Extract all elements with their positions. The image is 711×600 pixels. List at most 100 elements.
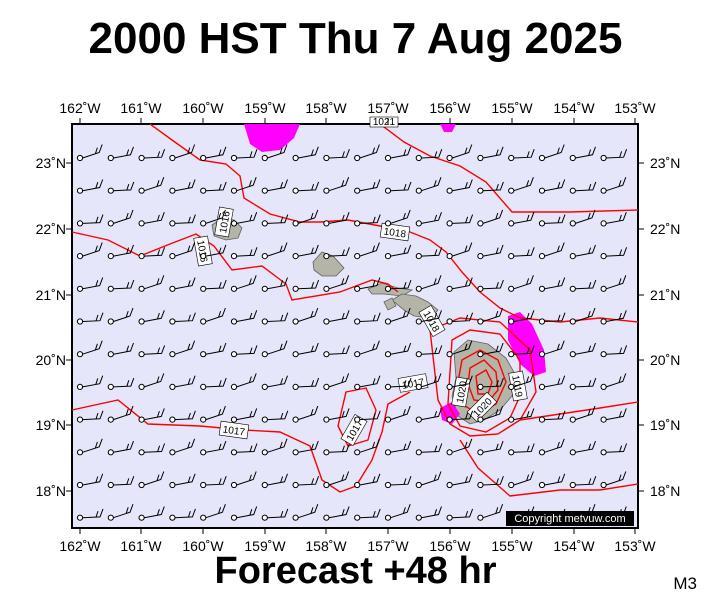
wind-barb-icon — [384, 307, 411, 325]
wind-barb-icon — [446, 144, 473, 162]
wind-barb-icon — [600, 247, 628, 260]
lon-label: 159˚W — [244, 538, 286, 554]
wind-barb-icon — [76, 375, 104, 390]
lat-label: 18˚N — [650, 483, 680, 499]
wind-barb-icon — [569, 405, 596, 423]
wind-barb-icon — [323, 177, 350, 194]
wind-barb-icon — [384, 440, 412, 456]
lon-label: 157˚W — [367, 538, 409, 554]
lat-label: 20˚N — [36, 352, 66, 368]
lat-labels-right: 23˚N 22˚N 21˚N 20˚N 19˚N 18˚N — [650, 155, 680, 499]
lon-label: 156˚W — [429, 100, 471, 116]
isobar-1017 — [71, 391, 411, 493]
wind-barb-icon — [569, 476, 597, 489]
wind-barb-icon — [508, 345, 535, 358]
wind-barb-icon — [600, 212, 627, 227]
wind-barb-icon — [354, 144, 380, 162]
wind-barb-icon — [107, 244, 134, 260]
lon-labels-top: 162˚W 161˚W 160˚W 159˚W 158˚W 157˚W 156˚… — [59, 100, 656, 116]
wind-barb-icon — [384, 244, 412, 260]
wind-barb-icon — [415, 373, 442, 390]
wind-barb-icon — [446, 242, 473, 260]
wind-barb-icon — [230, 471, 257, 489]
wind-barb-icon — [384, 181, 412, 194]
wind-barb-icon — [415, 471, 442, 489]
wind-barb-icon — [446, 438, 473, 456]
wind-barb-icon — [446, 473, 473, 489]
wind-barb-icon — [107, 181, 135, 194]
wind-barb-icon — [569, 307, 596, 325]
wind-barb-icon — [169, 179, 196, 194]
wind-barb-icon — [538, 340, 565, 358]
wind-barb-icon — [169, 340, 196, 358]
wind-barb-icon — [292, 181, 320, 194]
wind-barb-icon — [292, 405, 319, 423]
wind-barb-icon — [261, 473, 288, 489]
wind-barb-icon — [538, 438, 565, 456]
lat-label: 18˚N — [36, 483, 66, 499]
wind-barb-icon — [200, 476, 227, 489]
wind-barb-icon — [292, 146, 319, 162]
wind-barb-icon — [446, 214, 474, 227]
wind-barb-icon — [107, 504, 134, 521]
wind-barb-icon — [292, 440, 319, 456]
wind-barb-icon — [323, 310, 350, 325]
wind-barb-icon — [230, 212, 258, 227]
wind-barb-icon — [76, 473, 104, 489]
wind-barb-icon — [569, 279, 597, 292]
wind-barb-icon — [569, 440, 596, 456]
wind-barb-icon — [323, 373, 350, 390]
wind-barb-icon — [230, 345, 258, 358]
wind-barb-icon — [107, 440, 134, 456]
wind-barb-icon — [292, 504, 319, 521]
wind-barb-icon — [323, 149, 350, 162]
wind-barb-icon — [200, 342, 227, 358]
wind-barb-icon — [508, 373, 534, 390]
wind-barb-icon — [292, 342, 319, 358]
lon-label: 154˚W — [553, 100, 595, 116]
isobar-1017-loop — [337, 387, 377, 447]
wind-barb-icon — [477, 181, 504, 194]
wind-barb-icon — [446, 340, 473, 358]
frame-ticks — [66, 118, 644, 534]
wind-barb-icon — [230, 506, 258, 521]
wind-barb-icon — [600, 310, 627, 325]
wind-barb-icon — [538, 277, 566, 292]
wind-barb-icon — [538, 242, 565, 260]
lat-label: 23˚N — [650, 155, 680, 171]
wind-barb-icon — [415, 506, 442, 521]
wind-barb-icon — [477, 377, 504, 390]
wind-barb-icon — [446, 508, 474, 521]
wind-barb-icon — [415, 310, 442, 325]
wind-barb-icon — [477, 405, 504, 423]
wind-barb-icon — [384, 504, 411, 521]
wind-barb-icon — [107, 146, 134, 162]
wind-barb-icon — [292, 377, 320, 390]
wind-barb-icon — [508, 149, 535, 162]
wind-barb-icon — [354, 473, 381, 489]
isobar-label: 1021 — [369, 116, 399, 128]
isobar-1018-east — [379, 123, 639, 213]
lon-label: 154˚W — [553, 538, 595, 554]
wind-barb-icon — [600, 443, 628, 456]
lon-labels-bottom: 162˚W 161˚W 160˚W 159˚W 158˚W 157˚W 156˚… — [59, 538, 656, 554]
copyright-box: Copyright metvuw.com — [506, 511, 634, 526]
wind-barb-icon — [76, 214, 104, 227]
lon-label: 158˚W — [305, 100, 347, 116]
wind-barb-icon — [384, 279, 412, 292]
wind-barb-icon — [230, 310, 258, 325]
wind-barb-icon — [538, 312, 566, 325]
wind-barb-icon — [76, 144, 103, 162]
wind-barb-icon — [107, 307, 134, 325]
wind-barb-icon — [107, 377, 135, 390]
lon-label: 156˚W — [429, 538, 471, 554]
wind-barb-icon — [600, 408, 627, 423]
wind-barb-icon — [446, 277, 473, 292]
wind-barb-icon — [76, 410, 104, 423]
wind-barb-icon — [200, 279, 227, 292]
wind-barb-icon — [107, 279, 135, 292]
wind-barb-icon — [354, 242, 380, 260]
lon-label: 153˚W — [614, 538, 656, 554]
wind-barb-icon — [354, 508, 381, 521]
